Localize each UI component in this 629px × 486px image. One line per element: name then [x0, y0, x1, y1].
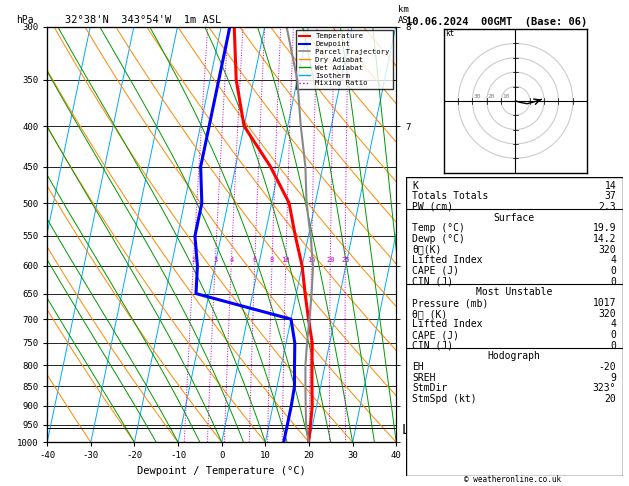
Text: SREH: SREH: [412, 373, 436, 383]
Text: 323°: 323°: [593, 383, 616, 393]
Text: 4: 4: [610, 255, 616, 265]
Text: K: K: [412, 181, 418, 191]
Text: 10: 10: [282, 257, 290, 263]
Text: 0: 0: [610, 341, 616, 351]
Text: hPa: hPa: [16, 15, 33, 25]
Text: 10.06.2024  00GMT  (Base: 06): 10.06.2024 00GMT (Base: 06): [406, 17, 587, 27]
Text: 20: 20: [487, 94, 495, 99]
Text: 0: 0: [610, 330, 616, 340]
Text: 20: 20: [326, 257, 335, 263]
Text: CAPE (J): CAPE (J): [412, 330, 459, 340]
Text: 2.3: 2.3: [599, 202, 616, 212]
Text: 32°38'N  343°54'W  1m ASL: 32°38'N 343°54'W 1m ASL: [65, 15, 221, 25]
Text: 14: 14: [604, 181, 616, 191]
Text: 1017: 1017: [593, 298, 616, 308]
Text: Dewp (°C): Dewp (°C): [412, 234, 465, 244]
Text: Mixing Ratio (g/kg): Mixing Ratio (g/kg): [431, 183, 440, 286]
Text: 4: 4: [610, 319, 616, 330]
Text: θᴇ(K): θᴇ(K): [412, 244, 442, 255]
Text: 20: 20: [604, 394, 616, 404]
Text: Lifted Index: Lifted Index: [412, 319, 482, 330]
Text: 15: 15: [307, 257, 316, 263]
Text: θᴇ (K): θᴇ (K): [412, 309, 447, 319]
X-axis label: Dewpoint / Temperature (°C): Dewpoint / Temperature (°C): [137, 466, 306, 476]
Text: Temp (°C): Temp (°C): [412, 223, 465, 233]
Text: 8: 8: [270, 257, 274, 263]
Text: 2: 2: [191, 257, 196, 263]
Text: 30: 30: [473, 94, 481, 99]
Text: 3: 3: [213, 257, 218, 263]
Text: km
ASL: km ASL: [398, 5, 414, 25]
Text: 25: 25: [341, 257, 350, 263]
Text: CIN (J): CIN (J): [412, 341, 454, 351]
Text: -20: -20: [599, 362, 616, 372]
Text: PW (cm): PW (cm): [412, 202, 454, 212]
Text: 320: 320: [599, 309, 616, 319]
Text: 37: 37: [604, 191, 616, 201]
Text: Most Unstable: Most Unstable: [476, 287, 552, 297]
Text: StmDir: StmDir: [412, 383, 447, 393]
Text: 4: 4: [230, 257, 233, 263]
Text: Hodograph: Hodograph: [487, 351, 541, 362]
Text: 0: 0: [610, 277, 616, 287]
Text: © weatheronline.co.uk: © weatheronline.co.uk: [464, 474, 561, 484]
Text: Totals Totals: Totals Totals: [412, 191, 489, 201]
Text: Lifted Index: Lifted Index: [412, 255, 482, 265]
Text: EH: EH: [412, 362, 424, 372]
Text: kt: kt: [445, 29, 455, 38]
Text: 320: 320: [599, 244, 616, 255]
Text: 9: 9: [610, 373, 616, 383]
Text: Pressure (mb): Pressure (mb): [412, 298, 489, 308]
Legend: Temperature, Dewpoint, Parcel Trajectory, Dry Adiabat, Wet Adiabat, Isotherm, Mi: Temperature, Dewpoint, Parcel Trajectory…: [296, 30, 392, 89]
Text: Surface: Surface: [494, 212, 535, 223]
Text: 14.2: 14.2: [593, 234, 616, 244]
Text: StmSpd (kt): StmSpd (kt): [412, 394, 477, 404]
Text: 10: 10: [502, 94, 509, 99]
Text: CIN (J): CIN (J): [412, 277, 454, 287]
Text: 19.9: 19.9: [593, 223, 616, 233]
Text: CAPE (J): CAPE (J): [412, 266, 459, 276]
Text: 0: 0: [610, 266, 616, 276]
Text: 6: 6: [253, 257, 257, 263]
FancyBboxPatch shape: [406, 177, 623, 476]
